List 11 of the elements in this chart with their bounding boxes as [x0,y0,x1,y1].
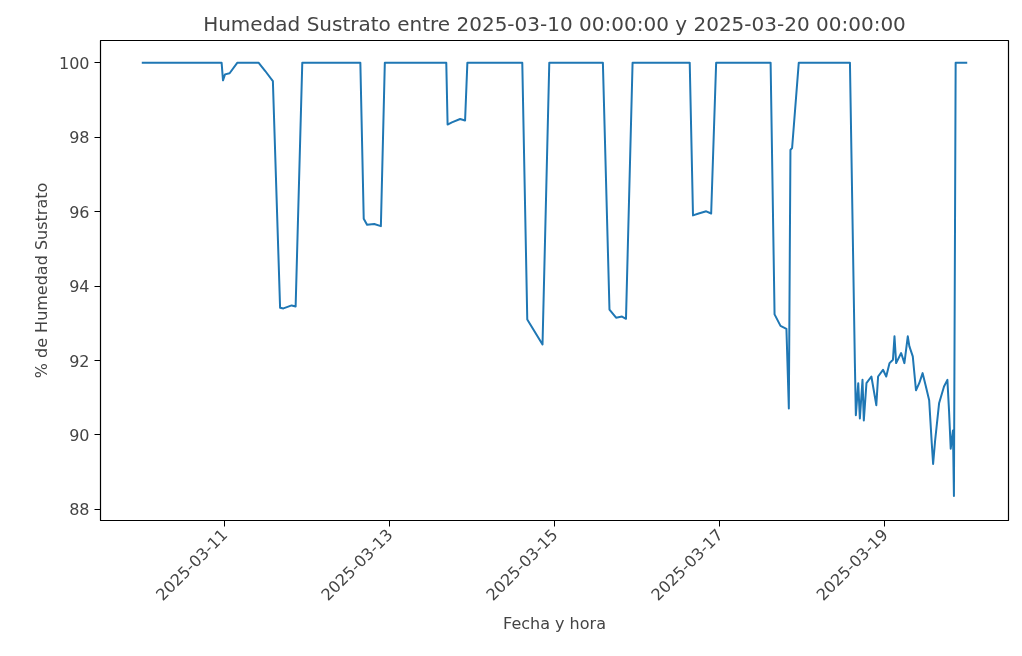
y-tick-label: 92 [69,351,90,371]
y-tick-label: 100 [58,53,90,73]
y-tick-label: 88 [69,500,90,520]
x-axis-title: Fecha y hora [503,613,606,633]
chart-title: Humedad Sustrato entre 2025-03-10 00:00:00 y 2025-03-20 00:00:00 [203,11,906,36]
y-tick-label: 96 [69,202,90,222]
y-tick-label: 90 [69,425,90,445]
y-tick-label: 98 [69,128,90,148]
y-tick-label: 94 [69,277,90,297]
y-axis-title: % de Humedad Sustrato [31,182,51,379]
line-series [140,61,969,497]
